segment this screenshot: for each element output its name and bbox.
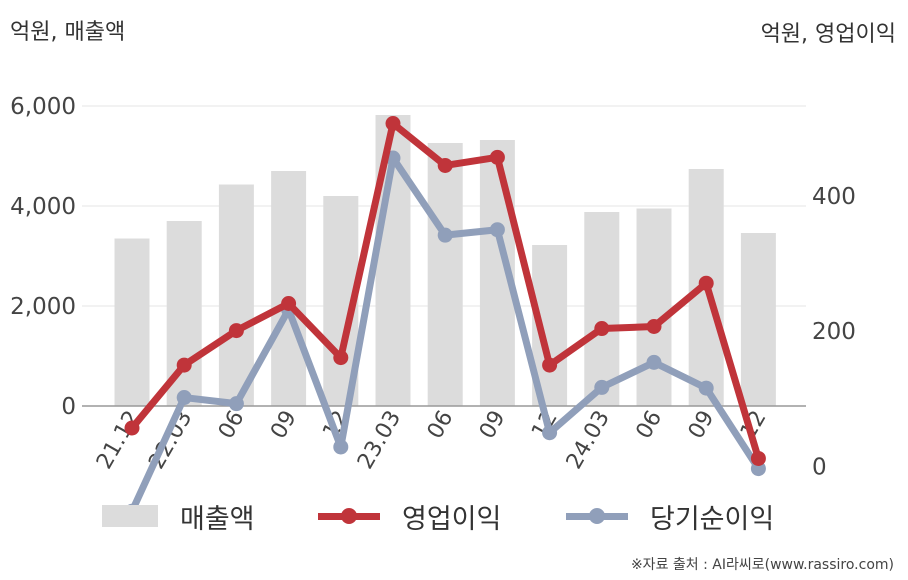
x-axis-ticks: 21.12 22.03 06 09 12 23.03 06 09 12 24.03 06 09 12 <box>92 407 772 474</box>
net-income-point <box>437 227 453 243</box>
revenue-bar <box>218 184 254 406</box>
x-tick-label: 23.03 <box>353 407 406 474</box>
revenue-bar <box>427 143 463 406</box>
legend-swatch-operating-profit <box>318 505 380 527</box>
operating-profit-point <box>646 319 662 335</box>
revenue-bar <box>271 171 307 406</box>
net-income-point <box>228 396 244 412</box>
operating-profit-point <box>437 157 453 173</box>
legend-item-net-income: 당기순이익 <box>566 496 774 536</box>
left-axis-ticks: 0 2,000 4,000 6,000 <box>10 94 76 420</box>
operating-profit-point <box>281 295 297 311</box>
operating-profit-point <box>542 357 558 373</box>
legend-swatch-revenue <box>102 505 158 527</box>
operating-profit-point <box>489 149 505 165</box>
net-income-point <box>698 380 714 396</box>
operating-profit-point <box>594 321 610 337</box>
left-tick-label: 2,000 <box>10 294 76 320</box>
left-tick-label: 6,000 <box>10 94 76 120</box>
operating-profit-point <box>228 323 244 339</box>
net-income-point <box>594 379 610 395</box>
legend-label-operating-profit: 영업이익 <box>402 503 502 535</box>
left-axis-unit-label: 억원, 매출액 <box>10 20 126 45</box>
legend-swatch-net-income <box>566 505 628 527</box>
right-tick-label: 400 <box>812 184 856 210</box>
operating-profit-point <box>750 450 766 466</box>
revenue-bars <box>114 115 776 406</box>
x-tick-label: 09 <box>266 407 302 444</box>
revenue-bar <box>636 208 672 406</box>
x-tick-label: 06 <box>632 407 668 444</box>
series-lines <box>124 116 766 519</box>
legend-item-revenue: 매출액 <box>102 496 255 536</box>
right-tick-label: 200 <box>812 319 856 345</box>
net-income-point <box>333 439 349 455</box>
x-tick-label: 09 <box>684 407 720 444</box>
revenue-bar <box>114 238 150 406</box>
operating-profit-point <box>124 420 140 436</box>
right-axis-ticks: 0 200 400 <box>812 184 856 481</box>
x-tick-label: 09 <box>475 407 511 444</box>
left-tick-label: 4,000 <box>10 194 76 220</box>
revenue-bar <box>584 212 620 406</box>
legend-item-operating-profit: 영업이익 <box>318 496 501 536</box>
left-tick-label: 0 <box>61 394 76 420</box>
net-income-point <box>489 222 505 238</box>
right-axis-unit-label: 억원, 영업이익 <box>760 22 896 47</box>
net-income-point <box>542 425 558 441</box>
legend-label-revenue: 매출액 <box>180 503 255 535</box>
source-credit: ※자료 출처 : AI라씨로(www.rassiro.com) <box>630 557 894 573</box>
operating-profit-point <box>698 275 714 291</box>
x-tick-label: 06 <box>423 407 459 444</box>
net-income-point <box>176 390 192 406</box>
revenue-bar <box>740 233 776 406</box>
operating-profit-point <box>176 357 192 373</box>
legend-label-net-income: 당기순이익 <box>650 503 775 535</box>
net-income-point <box>646 354 662 370</box>
operating-profit-point <box>333 350 349 366</box>
x-tick-label: 06 <box>214 407 250 444</box>
right-tick-label: 0 <box>812 455 827 481</box>
operating-profit-point <box>385 116 401 132</box>
